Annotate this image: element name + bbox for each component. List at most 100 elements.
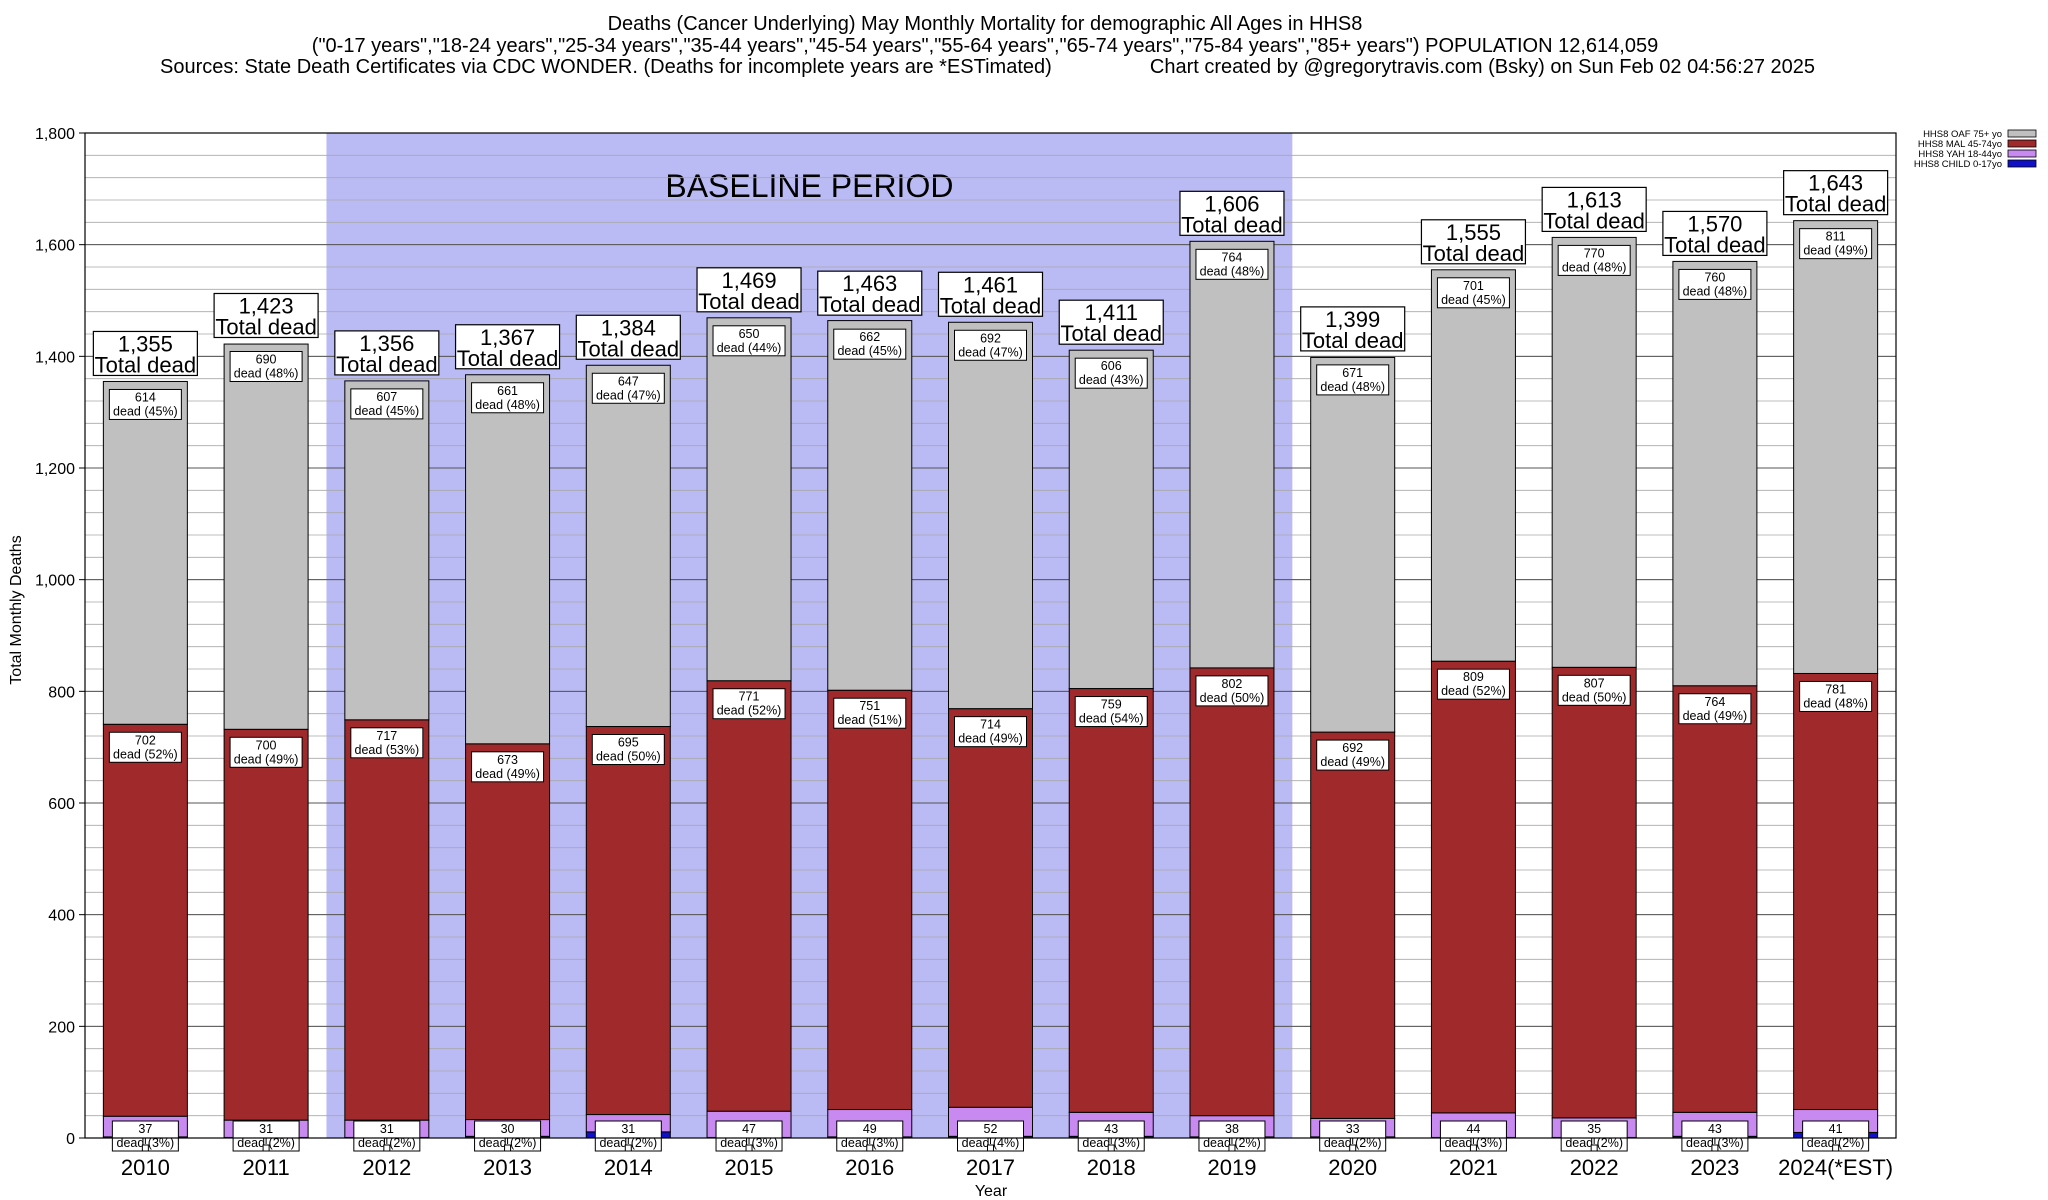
bar-segment bbox=[1430, 269, 1516, 662]
bar-segment bbox=[1068, 349, 1154, 690]
total-label-text: Total dead bbox=[940, 293, 1042, 318]
oaf-label-pct: dead (45%) bbox=[1441, 293, 1506, 307]
bar-segment bbox=[1310, 731, 1396, 1119]
total-label-text: Total dead bbox=[457, 346, 559, 371]
oaf-label-box bbox=[1557, 244, 1631, 276]
bar-stacks bbox=[102, 220, 1879, 1139]
mal-label-value: 764 bbox=[1704, 695, 1725, 709]
oaf-label-pct: dead (48%) bbox=[1562, 260, 1627, 274]
y-tick-label: 600 bbox=[48, 796, 75, 813]
oaf-label-value: 760 bbox=[1704, 270, 1725, 284]
bar-segment bbox=[223, 728, 309, 1121]
bar-segment bbox=[1310, 356, 1396, 733]
total-label-value: 1,606 bbox=[1204, 191, 1259, 216]
mal-label-box bbox=[1436, 668, 1510, 700]
x-axis-label: Year bbox=[975, 1183, 1008, 1200]
yah-label-value: 47 bbox=[742, 1122, 756, 1136]
child-marker bbox=[745, 1144, 753, 1152]
yah-label-value: 41 bbox=[1829, 1122, 1843, 1136]
yah-label-value: 37 bbox=[138, 1122, 152, 1136]
mal-label-value: 692 bbox=[1342, 741, 1363, 755]
child-marker bbox=[1469, 1144, 1477, 1152]
oaf-label-value: 692 bbox=[980, 331, 1001, 345]
total-label-value: 1,643 bbox=[1808, 171, 1863, 196]
bar-segment bbox=[1793, 672, 1879, 1111]
y-tick-label: 0 bbox=[66, 1131, 75, 1148]
mal-label-pct: dead (49%) bbox=[958, 732, 1023, 746]
total-label-value: 1,356 bbox=[359, 331, 414, 356]
child-marker bbox=[504, 1144, 512, 1152]
total-label-value: 1,367 bbox=[480, 325, 535, 350]
child-marker bbox=[1107, 1144, 1115, 1152]
y-tick-label: 1,800 bbox=[35, 126, 75, 143]
total-label-value: 1,555 bbox=[1446, 220, 1501, 245]
x-tick-label: 2016 bbox=[845, 1155, 894, 1180]
total-label-text: Total dead bbox=[819, 292, 921, 317]
oaf-label-value: 811 bbox=[1826, 230, 1846, 244]
title-line-3-sources: Sources: State Death Certificates via CD… bbox=[160, 56, 1052, 78]
mal-label-pct: dead (52%) bbox=[113, 747, 178, 761]
bar-segment bbox=[1672, 685, 1758, 1113]
mal-label-box bbox=[1557, 674, 1631, 706]
total-label-box bbox=[575, 314, 681, 360]
mal-label-pct: dead (48%) bbox=[1803, 696, 1868, 710]
mal-label-value: 673 bbox=[497, 753, 518, 767]
child-marker bbox=[1832, 1144, 1840, 1152]
oaf-label-value: 701 bbox=[1463, 279, 1484, 293]
mal-label-pct: dead (51%) bbox=[837, 713, 902, 727]
total-label-value: 1,399 bbox=[1325, 307, 1380, 332]
total-label-box bbox=[1420, 219, 1527, 265]
mal-label-box bbox=[229, 736, 303, 768]
total-label-text: Total dead bbox=[1181, 212, 1283, 237]
yah-label-value: 33 bbox=[1346, 1122, 1360, 1136]
total-label-box bbox=[1783, 170, 1889, 216]
oaf-label-pct: dead (48%) bbox=[1200, 264, 1265, 278]
total-label-box bbox=[454, 324, 561, 370]
child-marker bbox=[624, 1144, 632, 1152]
bar-segment bbox=[1551, 666, 1637, 1119]
yah-label-value: 38 bbox=[1225, 1122, 1239, 1136]
total-label-text: Total dead bbox=[578, 336, 680, 361]
oaf-label-pct: dead (43%) bbox=[1079, 373, 1144, 387]
mal-label-box bbox=[833, 697, 907, 729]
oaf-label-box bbox=[1195, 248, 1269, 280]
x-tick-label: 2021 bbox=[1449, 1155, 1498, 1180]
oaf-label-pct: dead (47%) bbox=[958, 345, 1023, 359]
total-label-box bbox=[1058, 299, 1164, 345]
bar-segment bbox=[585, 726, 671, 1116]
total-label-value: 1,423 bbox=[239, 293, 294, 318]
bar-segment bbox=[827, 689, 913, 1111]
bar-segment bbox=[1068, 688, 1154, 1113]
total-label-text: Total dead bbox=[1060, 321, 1162, 346]
mal-label-box bbox=[471, 751, 545, 783]
bar-segment bbox=[1430, 660, 1516, 1114]
oaf-label-box bbox=[1678, 268, 1752, 300]
oaf-label-pct: dead (45%) bbox=[113, 404, 178, 418]
total-label-box bbox=[1300, 306, 1406, 352]
total-label-value: 1,469 bbox=[722, 268, 777, 293]
total-label-value: 1,570 bbox=[1687, 211, 1742, 236]
y-tick-label: 1,000 bbox=[35, 573, 75, 590]
oaf-label-value: 614 bbox=[135, 390, 156, 404]
x-tick-label: 2013 bbox=[483, 1155, 532, 1180]
total-label-value: 1,461 bbox=[963, 272, 1018, 297]
x-tick-label: 2018 bbox=[1087, 1155, 1136, 1180]
child-marker bbox=[262, 1144, 270, 1152]
x-tick-label: 2019 bbox=[1207, 1155, 1256, 1180]
bar-segment bbox=[344, 380, 430, 721]
mal-label-value: 807 bbox=[1584, 676, 1605, 690]
legend-label: HHS8 CHILD 0-17yo bbox=[1914, 159, 2002, 170]
total-label-text: Total dead bbox=[1423, 241, 1525, 266]
child-marker bbox=[1711, 1144, 1719, 1152]
oaf-label-value: 662 bbox=[859, 330, 880, 344]
oaf-label-box bbox=[591, 372, 665, 404]
bar-segment bbox=[948, 708, 1033, 1108]
total-label-text: Total dead bbox=[1543, 208, 1645, 233]
oaf-label-pct: dead (48%) bbox=[1683, 284, 1748, 298]
y-tick-label: 200 bbox=[48, 1019, 75, 1036]
bar-segment bbox=[344, 719, 430, 1121]
oaf-label-box bbox=[108, 388, 182, 420]
legend-swatch bbox=[2007, 159, 2037, 168]
mal-label-value: 714 bbox=[980, 718, 1001, 732]
yah-label-value: 31 bbox=[380, 1122, 394, 1136]
